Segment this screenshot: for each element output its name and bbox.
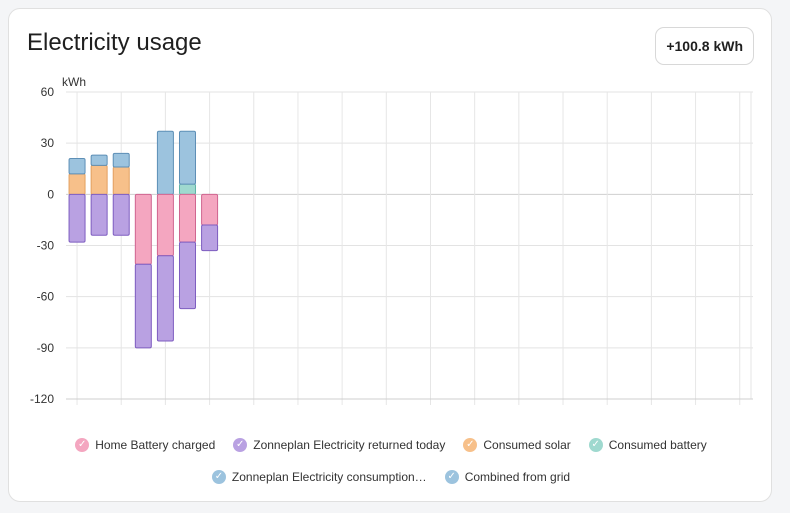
bar-segment (156, 193, 174, 257)
bar-segment (112, 152, 130, 168)
bar-segment (68, 173, 86, 195)
x-tick-label: Aug 21 (500, 407, 538, 409)
bar-segment (68, 193, 86, 243)
check-icon: ✓ (463, 438, 478, 452)
x-tick-label: Aug 29 (677, 407, 715, 409)
legend-label: Consumed battery (608, 438, 707, 452)
check-icon: ✓ (233, 438, 248, 452)
legend-row-2: ✓ Zonneplan Electricity consumption… ✓ C… (9, 470, 773, 484)
bar-segment (201, 224, 219, 252)
y-tick-label: 30 (41, 136, 55, 150)
bar-segment (156, 255, 174, 342)
bar-segment (112, 193, 130, 236)
y-axis-label: kWh (62, 75, 86, 89)
bar-segment (134, 263, 152, 349)
x-tick-label: Aug 1 (60, 407, 94, 409)
check-icon: ✓ (588, 438, 603, 452)
check-icon: ✓ (211, 470, 226, 484)
legend-item-consumed-solar[interactable]: ✓ Consumed solar (463, 438, 571, 452)
y-tick-label: 60 (41, 85, 55, 99)
bar-segment (178, 130, 196, 185)
legend-label: Zonneplan Electricity returned today (253, 438, 446, 452)
legend-label: Zonneplan Electricity consumption… (231, 470, 427, 484)
y-tick-label: -90 (37, 341, 55, 355)
x-tick-label: Aug 25 (588, 407, 626, 409)
x-tick-label: Aug 17 (411, 407, 449, 409)
legend-item-home-battery-charged[interactable]: ✓ Home Battery charged (75, 438, 215, 452)
card-title: Electricity usage (27, 29, 202, 56)
y-tick-label: -120 (30, 392, 54, 406)
bar-segment (90, 164, 108, 195)
total-badge[interactable]: +100.8 kWh (655, 27, 754, 65)
legend-item-combined-from-grid[interactable]: ✓ Combined from grid (444, 470, 571, 484)
bar-segment (156, 130, 174, 195)
check-icon: ✓ (75, 438, 90, 452)
y-tick-label: -30 (37, 239, 55, 253)
energy-card: Electricity usage +100.8 kWh 60 30 0 -30 -60… (8, 8, 772, 502)
bar-segment (68, 158, 86, 175)
legend-label: Combined from grid (464, 470, 571, 484)
bar-segment (178, 183, 196, 195)
legend-label: Home Battery charged (95, 438, 216, 452)
bar-segment (90, 154, 108, 166)
bar-segment (134, 193, 152, 265)
y-tick-label: 0 (47, 187, 54, 201)
x-tick-label: Aug 13 (323, 407, 361, 409)
x-tick-label: Aug 9 (238, 407, 270, 409)
legend-item-consumed-battery[interactable]: ✓ Consumed battery (588, 438, 707, 452)
check-icon: ✓ (444, 470, 459, 484)
legend-label: Consumed solar (483, 438, 571, 452)
bar-segment (178, 241, 196, 310)
legend-item-electricity-returned[interactable]: ✓ Zonneplan Electricity returned today (233, 438, 445, 452)
legend-row-1: ✓ Home Battery charged ✓ Zonneplan Elect… (9, 438, 773, 452)
bar-segment (90, 193, 108, 236)
x-tick-label: Aug 5 (150, 407, 182, 409)
legend-item-electricity-consumption[interactable]: ✓ Zonneplan Electricity consumption… (211, 470, 427, 484)
electricity-usage-chart: 60 30 0 -30 -60 -90 -120 kWh Aug 1 Aug 5 Aug 9 Aug … (30, 75, 753, 409)
bar-segment (112, 166, 130, 195)
bar-segment (201, 193, 219, 226)
bar-segment (178, 193, 196, 243)
y-tick-label: -60 (37, 290, 55, 304)
